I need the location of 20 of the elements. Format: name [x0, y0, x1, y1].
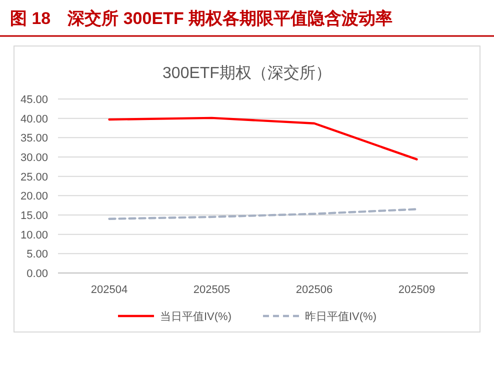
chart-title: 图 18 深交所 300ETF 期权各期限平值隐含波动率 [10, 9, 393, 28]
line-series [108, 116, 418, 160]
y-tick-label: 40.00 [20, 113, 48, 126]
x-tick-label: 202505 [193, 284, 230, 296]
y-tick-label: 35.00 [20, 132, 48, 145]
y-tick-label: 15.00 [20, 210, 48, 222]
y-tick-label: 0.00 [26, 268, 48, 280]
line-series [108, 208, 418, 220]
legend-label: 昨日平值IV(%) [305, 311, 376, 323]
y-tick-label: 30.00 [20, 152, 48, 164]
y-tick-label: 25.00 [20, 171, 48, 184]
x-tick-label: 202509 [398, 284, 436, 296]
y-tick-label: 20.00 [20, 190, 48, 203]
y-tick-label: 10.00 [20, 229, 48, 242]
y-tick-label: 45.00 [20, 94, 48, 106]
y-tick-label: 5.00 [26, 248, 48, 261]
x-tick-label: 202506 [296, 284, 333, 296]
x-tick-label: 202504 [90, 284, 128, 296]
legend-label: 当日平值IV(%) [160, 311, 232, 323]
chart-subtitle: 300ETF期权（深交所） [162, 64, 332, 82]
